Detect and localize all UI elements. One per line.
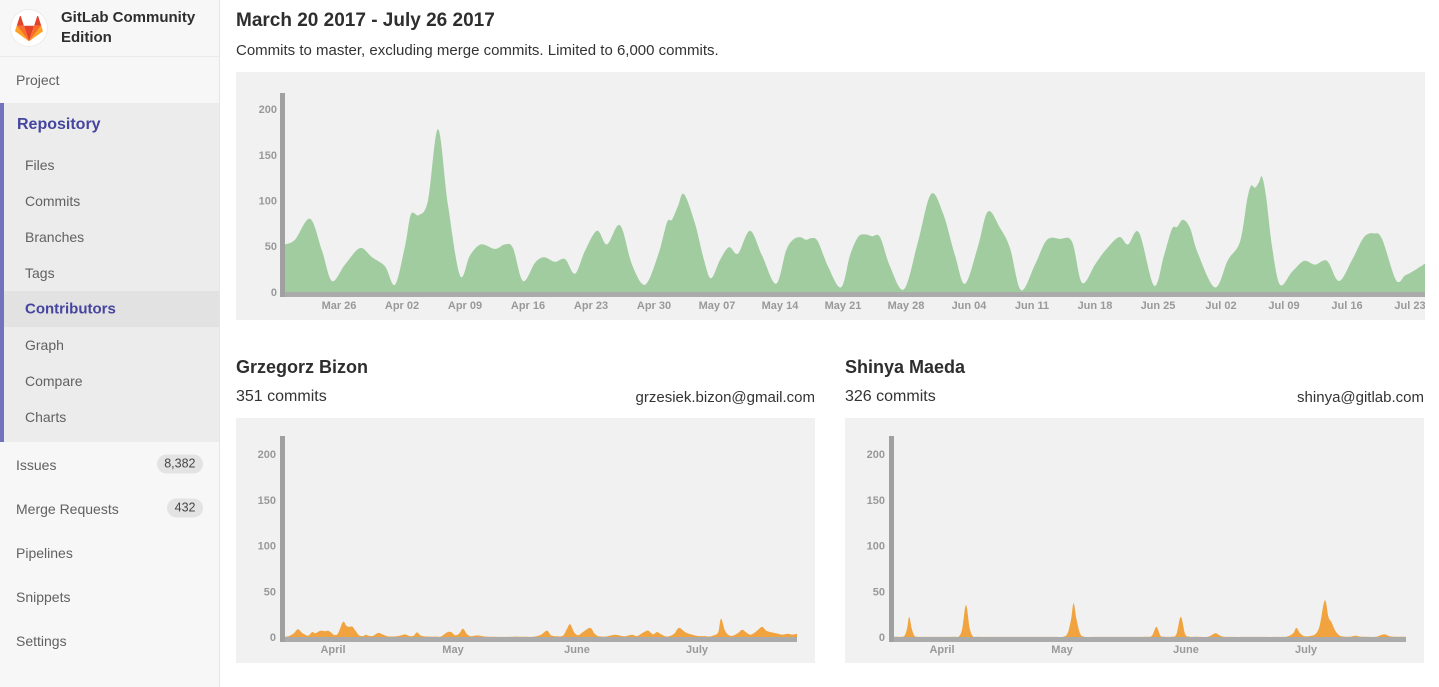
svg-text:50: 50 bbox=[264, 586, 276, 598]
svg-text:Jun 04: Jun 04 bbox=[952, 300, 988, 312]
svg-text:Jul 16: Jul 16 bbox=[1331, 300, 1362, 312]
svg-text:Jun 11: Jun 11 bbox=[1015, 300, 1049, 312]
svg-text:Apr 23: Apr 23 bbox=[574, 300, 608, 312]
svg-text:July: July bbox=[1295, 644, 1318, 656]
svg-text:April: April bbox=[320, 644, 345, 656]
svg-text:Apr 09: Apr 09 bbox=[448, 300, 482, 312]
svg-text:May 14: May 14 bbox=[762, 300, 800, 312]
svg-text:100: 100 bbox=[867, 541, 885, 553]
svg-text:150: 150 bbox=[867, 495, 885, 507]
svg-text:100: 100 bbox=[259, 196, 277, 208]
svg-text:Apr 02: Apr 02 bbox=[385, 300, 419, 312]
svg-text:50: 50 bbox=[265, 241, 277, 253]
svg-text:200: 200 bbox=[259, 104, 277, 116]
svg-text:200: 200 bbox=[258, 449, 276, 461]
svg-text:May: May bbox=[442, 644, 464, 656]
svg-text:April: April bbox=[929, 644, 954, 656]
svg-text:May 28: May 28 bbox=[888, 300, 925, 312]
svg-text:150: 150 bbox=[259, 150, 277, 162]
svg-text:June: June bbox=[1173, 644, 1199, 656]
svg-text:May 21: May 21 bbox=[825, 300, 862, 312]
svg-text:Mar 26: Mar 26 bbox=[322, 300, 357, 312]
svg-text:Jul 09: Jul 09 bbox=[1268, 300, 1299, 312]
svg-text:50: 50 bbox=[873, 586, 885, 598]
svg-text:0: 0 bbox=[271, 287, 277, 299]
svg-text:100: 100 bbox=[258, 541, 276, 553]
svg-text:Jun 18: Jun 18 bbox=[1078, 300, 1113, 312]
svg-text:Jul 23: Jul 23 bbox=[1394, 300, 1425, 312]
svg-text:Apr 30: Apr 30 bbox=[637, 300, 671, 312]
svg-text:0: 0 bbox=[270, 632, 276, 644]
svg-text:150: 150 bbox=[258, 495, 276, 507]
svg-text:0: 0 bbox=[879, 632, 885, 644]
svg-text:July: July bbox=[686, 644, 709, 656]
svg-text:Jul 02: Jul 02 bbox=[1205, 300, 1236, 312]
svg-text:200: 200 bbox=[867, 449, 885, 461]
svg-text:June: June bbox=[564, 644, 590, 656]
svg-text:May 07: May 07 bbox=[699, 300, 736, 312]
svg-text:Jun 25: Jun 25 bbox=[1141, 300, 1176, 312]
svg-text:May: May bbox=[1051, 644, 1073, 656]
svg-text:Apr 16: Apr 16 bbox=[511, 300, 545, 312]
